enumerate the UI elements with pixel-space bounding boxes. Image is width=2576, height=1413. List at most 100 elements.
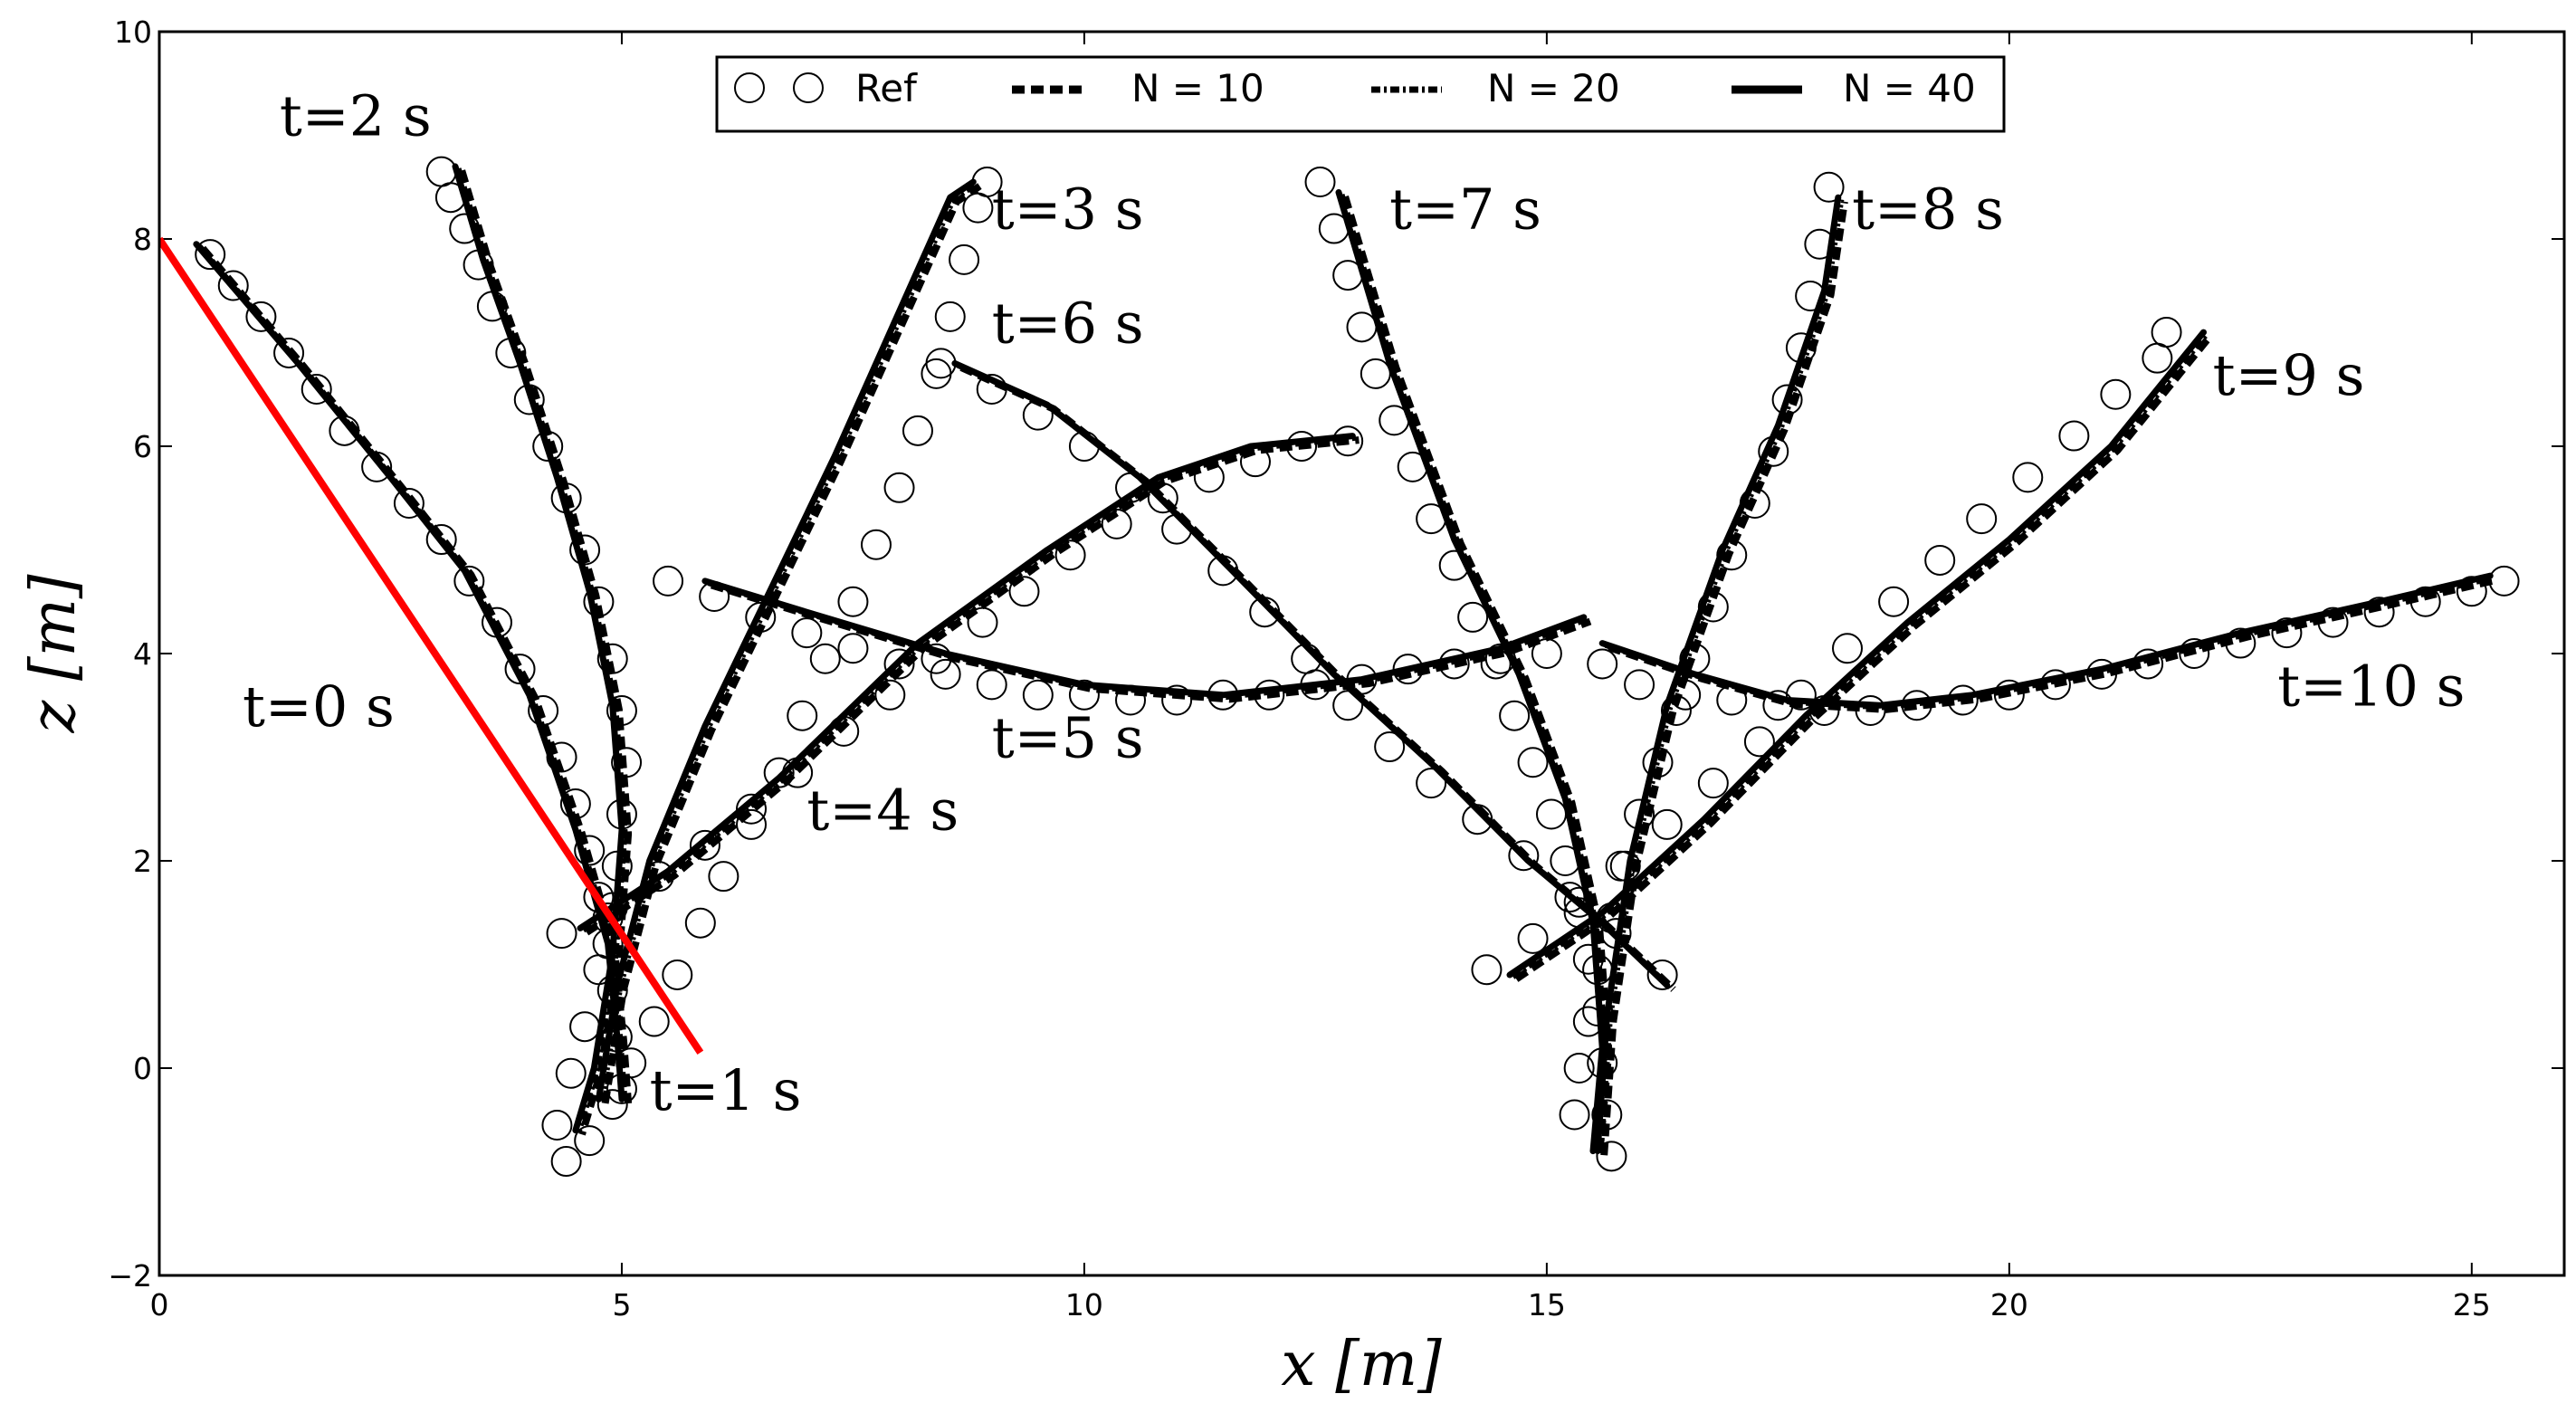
series-n10-line xyxy=(710,581,1592,703)
x-tick-label: 25 xyxy=(2453,1287,2491,1322)
ref-point xyxy=(574,1125,606,1157)
x-tick-label: 15 xyxy=(1528,1287,1566,1322)
x-axis-label: x [m] xyxy=(1281,1329,1442,1400)
ref-point xyxy=(1966,503,1998,535)
ref-point xyxy=(874,679,906,711)
x-tick-label: 10 xyxy=(1065,1287,1103,1322)
ref-point xyxy=(2363,597,2395,628)
ref-point xyxy=(1605,850,1636,882)
series-n10-line xyxy=(1608,576,2498,713)
ref-point xyxy=(684,907,716,939)
ref-point xyxy=(1646,959,1678,990)
y-tick-label: 0 xyxy=(133,1051,152,1086)
ref-point xyxy=(574,835,606,866)
ref-point xyxy=(787,700,818,731)
legend: Ref N = 10 N = 20 N = 40 xyxy=(715,55,2006,133)
ref-point xyxy=(1535,798,1567,830)
series-n20-line xyxy=(1598,199,1845,1154)
time-annotation: t=3 s xyxy=(992,177,1144,243)
snapshot-7 xyxy=(1559,171,1848,1156)
snapshot-8 xyxy=(1471,317,2213,986)
ref-point xyxy=(638,1006,670,1037)
snapshot-0 xyxy=(193,239,637,1104)
ref-point xyxy=(745,601,777,633)
legend-box xyxy=(715,55,2006,133)
ref-point xyxy=(1813,171,1845,203)
ref-point xyxy=(653,565,684,597)
ref-point xyxy=(1651,808,1683,840)
ref-point xyxy=(962,192,994,224)
x-tick-label: 0 xyxy=(150,1287,169,1322)
snapshot-3 xyxy=(546,425,1364,950)
ref-point xyxy=(1517,747,1549,778)
series-n40-line xyxy=(1506,329,2207,979)
ref-point xyxy=(736,808,768,840)
y-tick-label: 4 xyxy=(133,636,152,672)
series-n20-line xyxy=(707,580,1589,701)
series-n40-line xyxy=(193,241,625,1103)
ref-point xyxy=(245,301,277,332)
ref-point xyxy=(2488,565,2520,597)
ref-point xyxy=(1670,679,1702,711)
ref-point xyxy=(453,565,485,597)
ref-point xyxy=(2271,617,2303,649)
initial-line-t0 xyxy=(159,236,704,1055)
ref-point xyxy=(615,1047,647,1079)
ref-point xyxy=(763,757,795,788)
x-tick-label: 20 xyxy=(1990,1287,2028,1322)
ref-point xyxy=(930,658,961,690)
ref-point xyxy=(425,524,457,556)
x-tick-label: 5 xyxy=(612,1287,631,1322)
ref-point xyxy=(902,415,933,446)
ref-point xyxy=(689,829,720,861)
ref-point xyxy=(393,487,425,519)
ref-point xyxy=(1517,922,1549,954)
ref-point xyxy=(1346,311,1378,343)
y-tick-label: 6 xyxy=(133,429,152,464)
snapshot-6 xyxy=(1304,167,1627,1172)
ref-point xyxy=(1878,586,1910,617)
annotation-layer: t=0 s t=1 s t=2 s t=3 s t=4 s t=5 s t=6 s t=7 s… xyxy=(243,83,2466,1123)
ref-point xyxy=(791,617,823,649)
time-annotation: t=4 s xyxy=(806,778,959,844)
ref-point xyxy=(925,348,957,379)
ref-point xyxy=(2100,378,2132,410)
ref-point xyxy=(809,643,841,674)
ref-point xyxy=(1304,167,1336,198)
ref-point xyxy=(949,243,980,275)
series-n20-line xyxy=(1511,332,2209,979)
ref-point xyxy=(217,270,249,301)
legend-n10-label: N = 10 xyxy=(1131,66,1264,110)
ref-point xyxy=(541,1109,573,1141)
ref-point xyxy=(1697,768,1729,799)
time-annotation: t=9 s xyxy=(2213,342,2365,408)
ref-point xyxy=(1360,358,1391,389)
series-n20-line xyxy=(581,434,1357,933)
snapshot-4 xyxy=(653,565,1592,716)
time-annotation: t=7 s xyxy=(1389,177,1541,243)
ref-point xyxy=(976,669,1007,701)
time-annotation: t=5 s xyxy=(992,705,1144,771)
time-annotation: t=8 s xyxy=(1852,177,2004,243)
ref-point xyxy=(555,1057,587,1089)
ref-point xyxy=(2142,342,2173,374)
ref-point xyxy=(1499,700,1531,731)
time-annotation: t=1 s xyxy=(650,1057,802,1123)
legend-ref-label: Ref xyxy=(855,66,918,110)
ref-point xyxy=(1743,726,1775,758)
series-n40-line xyxy=(452,163,625,1134)
ref-point xyxy=(569,1011,601,1043)
ref-point xyxy=(1022,679,1054,711)
ref-point xyxy=(1572,1006,1604,1037)
series-n40-line xyxy=(701,578,1588,699)
time-annotation: t=2 s xyxy=(280,83,432,149)
ref-point xyxy=(1101,508,1132,539)
series-layer xyxy=(159,156,2520,1178)
series-n40-line xyxy=(1598,572,2494,709)
ref-point xyxy=(1559,1099,1590,1131)
ref-point xyxy=(596,1089,628,1121)
legend-ref-marker-2 xyxy=(793,72,824,103)
ref-point xyxy=(1374,731,1406,763)
